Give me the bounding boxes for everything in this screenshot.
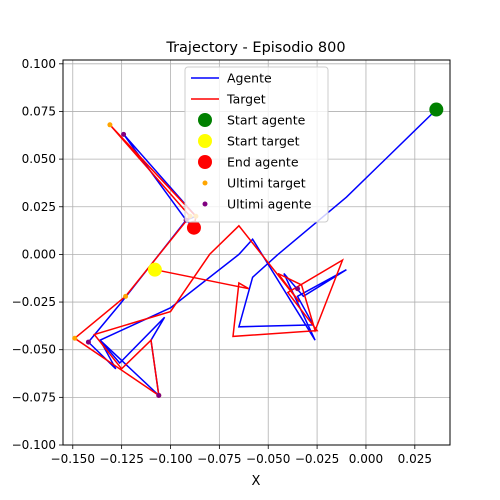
y-tick-label: 0.100 <box>22 57 56 71</box>
x-tick-label: −0.050 <box>246 452 290 466</box>
x-axis-label: X <box>252 474 261 489</box>
legend-label: Start target <box>227 134 300 149</box>
x-tick-label: 0.025 <box>398 452 432 466</box>
series-ultimi-target-point <box>72 335 78 341</box>
ticks: −0.150 −0.125 −0.100 −0.075 −0.050 −0.025 0.00… <box>12 57 432 466</box>
plot-frame <box>62 59 451 446</box>
legend: Agente Target Start agente Start target End … <box>184 66 329 223</box>
x-tick-label: 0.000 <box>349 452 383 466</box>
legend-label: Start agente <box>227 113 306 128</box>
legend-marker-swatch <box>202 180 208 186</box>
x-tick-label: −0.025 <box>295 452 339 466</box>
y-tick-label: 0.075 <box>22 104 56 118</box>
legend-marker-swatch <box>198 134 212 148</box>
legend-label: Ultimi agente <box>227 197 312 212</box>
series-ultimi-agente-point <box>156 392 162 398</box>
legend-marker-swatch <box>202 201 208 207</box>
y-tick-label: 0.025 <box>22 200 56 214</box>
series-start-target-point <box>147 262 162 277</box>
series-end-agente-point <box>186 220 201 235</box>
legend-marker-swatch <box>198 155 212 169</box>
series-ultimi-agente-point <box>295 286 301 292</box>
series-ultimi-agente-point <box>85 339 91 345</box>
x-tick-label: −0.100 <box>148 452 192 466</box>
series-ultimi-agente-point <box>121 131 127 137</box>
y-tick-label: −0.075 <box>12 390 56 404</box>
series-ultimi-target-point <box>107 122 113 128</box>
legend-label: Ultimi target <box>227 176 306 191</box>
y-tick-label: 0.050 <box>22 152 56 166</box>
y-tick-label: −0.050 <box>12 343 56 357</box>
y-tick-label: −0.100 <box>12 438 56 452</box>
series-start-agente-point <box>429 102 444 117</box>
x-tick-label: −0.125 <box>99 452 143 466</box>
series-target-line <box>73 124 344 397</box>
x-tick-label: −0.075 <box>197 452 241 466</box>
data-layer <box>72 102 444 398</box>
series-ultimi-target-point <box>123 293 129 299</box>
legend-label: End agente <box>227 155 299 170</box>
y-tick-label: 0.000 <box>22 247 56 261</box>
y-tick-label: −0.025 <box>12 295 56 309</box>
legend-marker-swatch <box>198 113 212 127</box>
chart-title: Trajectory - Episodio 800 <box>165 40 345 56</box>
legend-label: Target <box>226 92 266 107</box>
x-tick-label: −0.150 <box>51 452 95 466</box>
legend-box <box>184 66 329 223</box>
legend-label: Agente <box>227 71 272 86</box>
